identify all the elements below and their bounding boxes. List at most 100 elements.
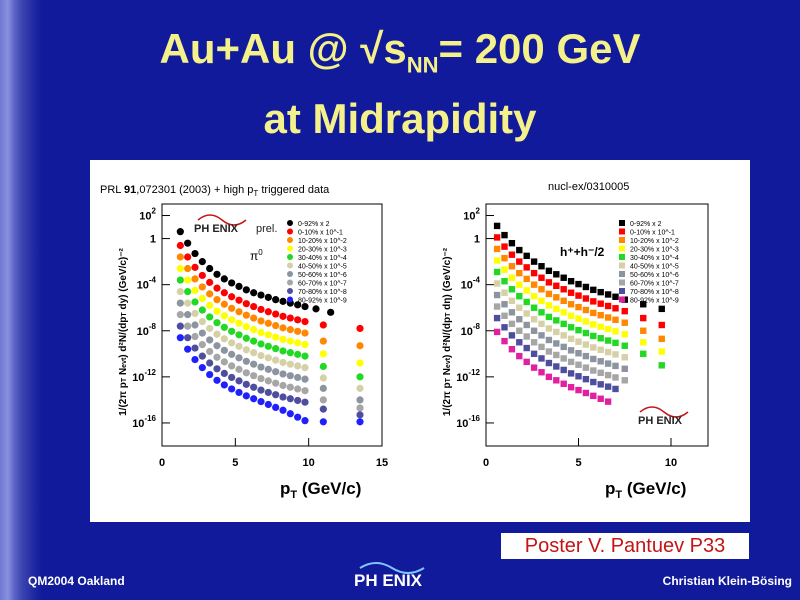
left-legend-label: 60-70% x 10^-7 (298, 281, 347, 288)
left-data-point (279, 297, 287, 305)
left-data-point (356, 396, 364, 404)
right-phenix-logo: PH ENIX (638, 406, 689, 427)
right-data-point (590, 392, 597, 400)
left-data-point (213, 353, 221, 361)
left-data-point (206, 278, 214, 286)
right-data-point (508, 320, 516, 328)
left-data-point (220, 289, 228, 297)
right-data-point (582, 352, 590, 360)
right-legend-label: 70-80% x 10^-8 (630, 289, 679, 296)
left-data-point (264, 319, 272, 327)
left-data-point (220, 335, 228, 343)
right-legend-marker (619, 245, 625, 252)
left-data-point (250, 360, 258, 368)
right-data-point (516, 352, 523, 360)
right-data-point (530, 327, 538, 334)
right-data-point (575, 373, 582, 380)
left-data-point (319, 374, 327, 382)
left-data-point (319, 384, 327, 392)
right-x-axis-label: pT (GeV/c) (605, 479, 686, 501)
left-data-point (176, 334, 184, 342)
left-data-point (213, 284, 221, 292)
right-data-point (597, 300, 604, 307)
right-data-point (493, 303, 501, 310)
right-data-point (621, 354, 628, 361)
left-y-tick-label: 10-16 (132, 414, 156, 430)
left-data-point (191, 332, 199, 341)
right-reference: nucl-ex/0310005 (548, 181, 629, 193)
left-data-point (191, 286, 199, 295)
right-data-point (612, 328, 619, 335)
left-data-point (213, 342, 221, 350)
right-y-tick-label: 10-4 (461, 276, 481, 292)
left-data-point (198, 306, 206, 314)
left-data-point (242, 286, 250, 294)
left-data-point (279, 324, 287, 332)
right-data-point (516, 281, 523, 288)
left-data-point (257, 340, 265, 348)
right-data-point (545, 359, 553, 367)
left-data-point (184, 311, 192, 319)
left-legend-label: 50-60% x 10^-6 (298, 272, 347, 279)
right-data-point (597, 346, 604, 353)
left-data-point (228, 279, 236, 287)
right-data-point (582, 295, 590, 302)
left-data-point (250, 289, 258, 297)
left-data-point (279, 381, 287, 390)
right-legend-marker (619, 228, 625, 235)
left-data-point (198, 364, 206, 372)
left-data-point (242, 300, 250, 308)
left-data-point (242, 346, 250, 354)
left-data-point (235, 342, 243, 350)
left-data-point (176, 253, 184, 261)
left-x-tick-label: 15 (376, 457, 388, 469)
right-data-point (538, 297, 545, 304)
right-data-point (538, 332, 545, 339)
right-data-point (501, 301, 508, 308)
left-data-point (264, 400, 272, 409)
left-data-point (250, 383, 258, 391)
left-data-point (220, 358, 228, 366)
left-data-point (286, 395, 294, 403)
right-legend-marker (619, 220, 625, 226)
right-y-axis-label: 1/(2π pT Nevt) d²N/(dpT dη) (GeV/c)⁻² (442, 247, 453, 416)
left-data-point (319, 362, 327, 371)
left-data-point (356, 324, 364, 333)
footer-conference: QM2004 Oakland (28, 574, 125, 588)
left-data-point (279, 406, 287, 414)
right-data-point (501, 231, 508, 239)
right-data-point (604, 383, 612, 390)
left-legend-label: 30-40% x 10^-4 (298, 255, 347, 262)
left-data-point (213, 296, 221, 304)
right-data-point (604, 302, 612, 310)
right-data-point (530, 350, 538, 358)
right-plot-frame (485, 203, 709, 447)
left-data-point (294, 373, 302, 382)
right-data-point (553, 271, 560, 278)
right-data-point (582, 375, 590, 383)
right-data-point (658, 362, 665, 369)
left-data-point (286, 349, 294, 357)
right-data-point (501, 278, 508, 285)
left-data-point (250, 349, 258, 357)
left-data-point (198, 329, 206, 337)
right-y-tick-label: 10-12 (456, 368, 480, 384)
right-data-point (621, 342, 628, 349)
right-data-point (575, 386, 582, 394)
left-data-point (286, 372, 294, 380)
right-data-point (567, 324, 575, 331)
left-data-point (264, 342, 272, 350)
left-data-point (242, 380, 250, 388)
right-data-point (508, 251, 516, 258)
right-data-point (612, 351, 619, 358)
footer-phenix-logo: PH ENIX (352, 558, 462, 594)
left-data-point (228, 385, 236, 393)
left-data-point (286, 383, 294, 391)
right-data-point (560, 297, 567, 304)
left-legend-label: 80-92% x 10^-9 (298, 298, 347, 305)
left-data-point (264, 354, 272, 362)
left-data-point (294, 350, 302, 358)
poster-reference: Poster V. Pantuev P33 (501, 533, 749, 559)
left-data-point (264, 331, 272, 339)
left-data-point (198, 317, 206, 326)
